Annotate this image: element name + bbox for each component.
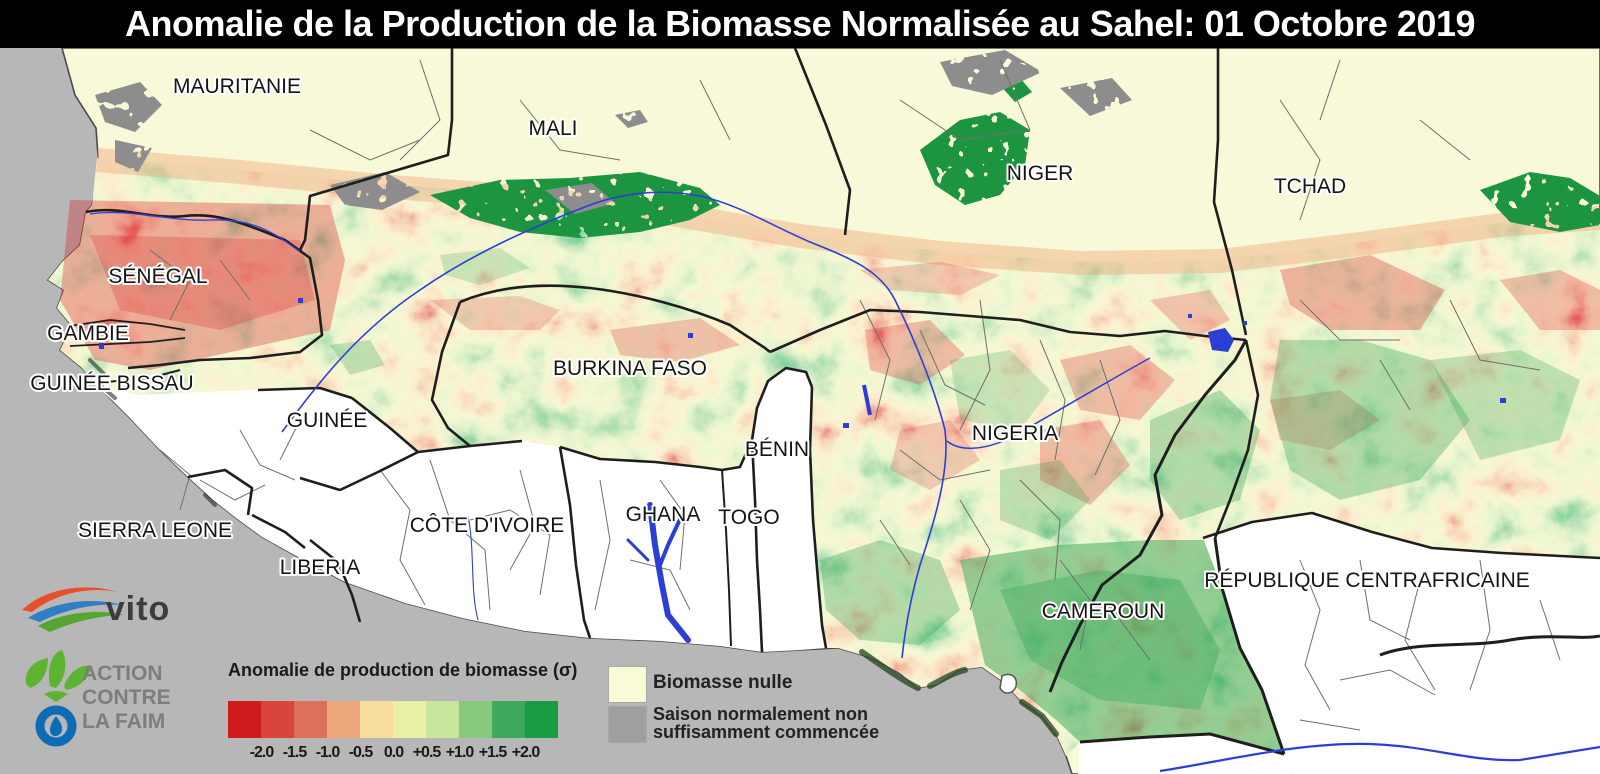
acf-leaf-icon: [25, 650, 92, 702]
no-data-zone-south: [95, 368, 826, 652]
legend-ramp-ticks: -2.0 -1.5 -1.0 -0.5 0.0 +0.5 +1.0 +1.5 +…: [245, 744, 575, 762]
country-label-tchad: TCHAD: [1274, 175, 1346, 198]
legend-label-saison-line2: suffisamment commencée: [653, 722, 880, 742]
benue-river: [946, 357, 1151, 449]
kainji-reservoir: [862, 384, 872, 416]
lake-volta: [626, 502, 691, 643]
anomaly-band: [48, 158, 1600, 756]
ramp-tick: 0.0: [383, 744, 404, 761]
country-label-senegal: SÉNÉGAL: [108, 265, 207, 288]
acf-logo: ACTION CONTRE LA FAIM: [25, 650, 171, 747]
country-label-niger: NIGER: [1007, 162, 1074, 185]
acf-text-line1: ACTION: [82, 662, 163, 685]
comoe-river: [467, 515, 479, 621]
country-label-benin: BÉNIN: [745, 438, 809, 461]
map-container: MAURITANIE MALI NIGER TCHAD SÉNÉGAL GAMB…: [0, 48, 1600, 774]
green-anomaly-zones: [330, 248, 1580, 754]
season-not-started-patches: [95, 50, 1132, 214]
ramp-swatch: [228, 701, 261, 738]
country-label-cote-divoire: CÔTE D'IVOIRE: [410, 514, 565, 537]
ramp-swatch: [459, 701, 492, 738]
vito-logo: vito: [22, 587, 170, 632]
water-features: [89, 191, 1600, 773]
ramp-swatch: [360, 701, 393, 738]
ramp-tick: +2.0: [511, 744, 541, 761]
country-label-togo: TOGO: [718, 506, 779, 529]
coastal-mangroves: [88, 358, 1059, 737]
ramp-swatch: [426, 701, 459, 738]
country-label-sierra-leone: SIERRA LEONE: [78, 519, 232, 542]
page-title: Anomalie de la Production de la Biomasse…: [125, 3, 1476, 44]
ramp-tick: -2.0: [249, 744, 275, 761]
title-bar: Anomalie de la Production de la Biomasse…: [0, 0, 1600, 48]
vito-swoosh-red: [22, 587, 118, 612]
ramp-tick: +1.5: [478, 744, 508, 761]
legend-swatch-saison: [608, 706, 647, 743]
vito-swoosh-green: [38, 611, 124, 632]
no-data-zone-car: [1203, 513, 1600, 774]
country-label-mauritanie: MAURITANIE: [173, 75, 301, 98]
admin-boundaries: [149, 59, 1561, 731]
country-label-gambie: GAMBIE: [47, 322, 129, 345]
country-label-guinee-bissau: GUINÉE BISSAU: [30, 372, 193, 395]
country-label-mali: MALI: [528, 117, 577, 140]
legend-swatch-biomasse-nulle: [608, 666, 647, 703]
ramp-swatch: [525, 701, 558, 738]
ramp-swatch: [327, 701, 360, 738]
ramp-tick: -0.5: [348, 744, 374, 761]
acf-text-line2: CONTRE: [82, 686, 171, 709]
country-label-cameroun: CAMEROUN: [1042, 600, 1165, 623]
vito-wordmark: vito: [106, 590, 170, 628]
country-label-liberia: LIBERIA: [280, 556, 361, 579]
ramp-swatch: [261, 701, 294, 738]
country-label-ghana: GHANA: [626, 503, 701, 526]
small-lakes: [99, 298, 1506, 428]
red-anomaly-zones: [60, 200, 1600, 505]
ramp-tick: +0.5: [412, 744, 442, 761]
oubangui-river: [1159, 742, 1600, 773]
legend-title: Anomalie de production de biomasse (σ): [228, 660, 578, 680]
acf-text-line3: LA FAIM: [82, 710, 165, 733]
ramp-tick: -1.5: [282, 744, 308, 761]
legend-label-biomasse-nulle: Biomasse nulle: [653, 672, 793, 693]
niger-river: [281, 191, 947, 659]
country-label-nigeria: NIGERIA: [972, 422, 1058, 445]
ramp-tick: -1.0: [315, 744, 341, 761]
ramp-tick: +1.0: [445, 744, 475, 761]
senegal-river: [89, 211, 301, 253]
country-borders: [69, 48, 1600, 756]
acf-drop-icon: [35, 705, 77, 747]
ramp-swatch: [492, 701, 525, 738]
ramp-swatch: [393, 701, 426, 738]
bioko-island: [999, 673, 1018, 694]
no-data-zone-south-cameroon: [1078, 734, 1292, 774]
vito-swoosh-blue: [28, 601, 122, 622]
lake-chad: [1208, 328, 1234, 352]
country-label-republique-centrafricaine: RÉPUBLIQUE CENTRAFRICAINE: [1204, 569, 1530, 592]
sahel-biomass-map: MAURITANIE MALI NIGER TCHAD SÉNÉGAL GAMB…: [0, 48, 1600, 774]
ramp-swatch: [294, 701, 327, 738]
legend-color-ramp: [228, 701, 558, 738]
country-label-burkina-faso: BURKINA FASO: [553, 357, 707, 380]
country-label-guinee: GUINÉE: [287, 409, 368, 432]
legend-label-saison-line1: Saison normalement non: [653, 704, 869, 724]
country-labels: MAURITANIE MALI NIGER TCHAD SÉNÉGAL GAMB…: [28, 73, 1531, 625]
